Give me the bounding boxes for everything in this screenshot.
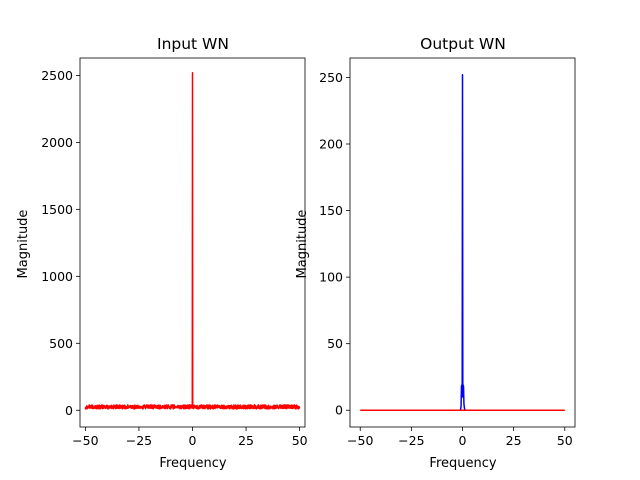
x-tick-label: −50 [72,433,98,448]
axes-input-wn: Input WN Frequency Magnitude −50 −25 0 25 50… [16,35,308,471]
axes-output-wn: Output WN Frequency Magnitude −50 −25 0 25 5… [295,35,576,471]
x-ticks: −50 −25 0 25 50 [72,427,308,448]
x-tick-label: 50 [557,433,573,448]
y-tick-label: 500 [49,336,73,351]
x-tick-label: −50 [347,433,373,448]
y-tick-label: 0 [65,403,73,418]
y-axis-label: Magnitude [16,210,31,279]
y-tick-label: 1500 [41,202,73,217]
axes-frame [349,57,576,428]
x-ticks: −50 −25 0 25 50 [347,427,573,448]
x-axis-label: Frequency [429,456,496,471]
x-tick-label: 25 [506,433,522,448]
y-tick-label: 1000 [41,269,73,284]
y-tick-label: 200 [319,136,343,151]
x-tick-label: 25 [238,433,254,448]
y-axis-label: Magnitude [295,210,310,279]
series-line [459,74,466,411]
y-tick-label: 250 [319,70,343,85]
plot-area [360,74,565,411]
x-tick-label: −25 [398,433,424,448]
chart-title: Output WN [420,35,506,53]
y-tick-label: 2000 [41,135,73,150]
plot-area [84,71,301,410]
x-axis-label: Frequency [159,456,226,471]
y-tick-label: 50 [327,336,343,351]
y-tick-label: 0 [335,403,343,418]
x-tick-label: 50 [292,433,308,448]
y-tick-label: 150 [319,203,343,218]
y-ticks: 0 500 1000 1500 2000 2500 [41,68,80,418]
axes-frame [79,57,306,428]
y-tick-label: 100 [319,270,343,285]
y-ticks: 0 50 100 150 200 250 [319,70,350,418]
series-line [84,71,301,410]
x-tick-label: 0 [189,433,197,448]
x-tick-label: −25 [126,433,152,448]
y-tick-label: 2500 [41,68,73,83]
x-tick-label: 0 [459,433,467,448]
chart-title: Input WN [157,35,229,53]
